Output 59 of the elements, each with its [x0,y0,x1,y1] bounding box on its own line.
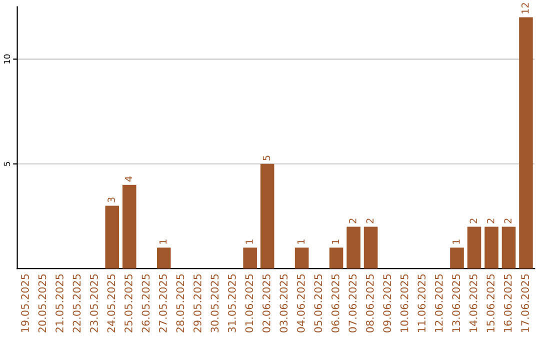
data-label: 2 [366,218,374,224]
x-tick-label: 14.06.2025 [469,274,478,332]
x-tick-label: 03.06.2025 [280,274,288,332]
data-label: 2 [504,218,512,224]
x-tick-label: 07.06.2025 [348,274,357,332]
bar [484,226,498,269]
x-tick-label: 02.06.2025 [262,274,270,332]
y-tick-label: 10 [4,54,10,64]
x-tick-label: 24.05.2025 [107,274,116,332]
bar [502,226,516,269]
bar [346,226,360,269]
data-label: 3 [108,198,115,202]
bar [260,164,274,269]
x-tick-label: 05.06.2025 [314,274,322,332]
x-tick-label: 11.06.2025 [418,274,426,332]
x-tick-label: 26.05.2025 [142,274,150,332]
bar [364,226,378,269]
x-tick-label: 13.06.2025 [452,274,460,332]
data-label: 2 [470,218,477,224]
x-tick-label: 12.06.2025 [434,274,443,332]
x-tick-label: 27.05.2025 [158,274,167,332]
x-tick-label: 22.05.2025 [72,274,81,332]
x-tick-label: 21.05.2025 [56,274,64,332]
x-tick-label: 01.06.2025 [245,274,254,332]
data-label: 1 [246,240,253,244]
x-tick-label: 09.06.2025 [383,274,392,332]
bar [105,206,120,269]
data-label: 2 [349,218,356,224]
x-tick-label: 17.06.2025 [521,274,529,332]
x-tick-label: 10.06.2025 [400,274,408,332]
data-label: 1 [332,240,339,244]
data-label: 2 [486,218,494,224]
bar [294,248,309,269]
x-tick-label: 30.05.2025 [210,274,219,332]
x-tick-label: 23.05.2025 [90,274,98,332]
bar [243,248,257,269]
x-tick-label: 29.05.2025 [193,274,202,332]
x-tick-label: 15.06.2025 [486,274,495,332]
data-label: 1 [297,240,304,244]
data-label: 5 [262,156,270,160]
bar [450,248,464,269]
data-label: 4 [124,176,132,182]
data-label: 1 [159,240,167,244]
data-label: 12 [521,3,529,14]
bar [467,226,482,269]
x-tick-label: 20.05.2025 [38,274,46,332]
x-tick-label: 25.05.2025 [124,274,132,332]
x-tick-label: 08.06.2025 [366,274,374,332]
x-tick-label: 06.06.2025 [331,274,340,332]
x-tick-label: 19.05.2025 [21,274,29,332]
bar [156,248,171,269]
data-label: 1 [452,240,460,244]
x-tick-label: 28.05.2025 [176,274,184,332]
x-tick-label: 31.05.2025 [228,274,236,332]
x-tick-label: 04.06.2025 [296,274,305,332]
bar [329,248,344,269]
bar [519,17,533,269]
x-tick-label: 16.06.2025 [504,274,512,332]
bar [122,184,136,269]
